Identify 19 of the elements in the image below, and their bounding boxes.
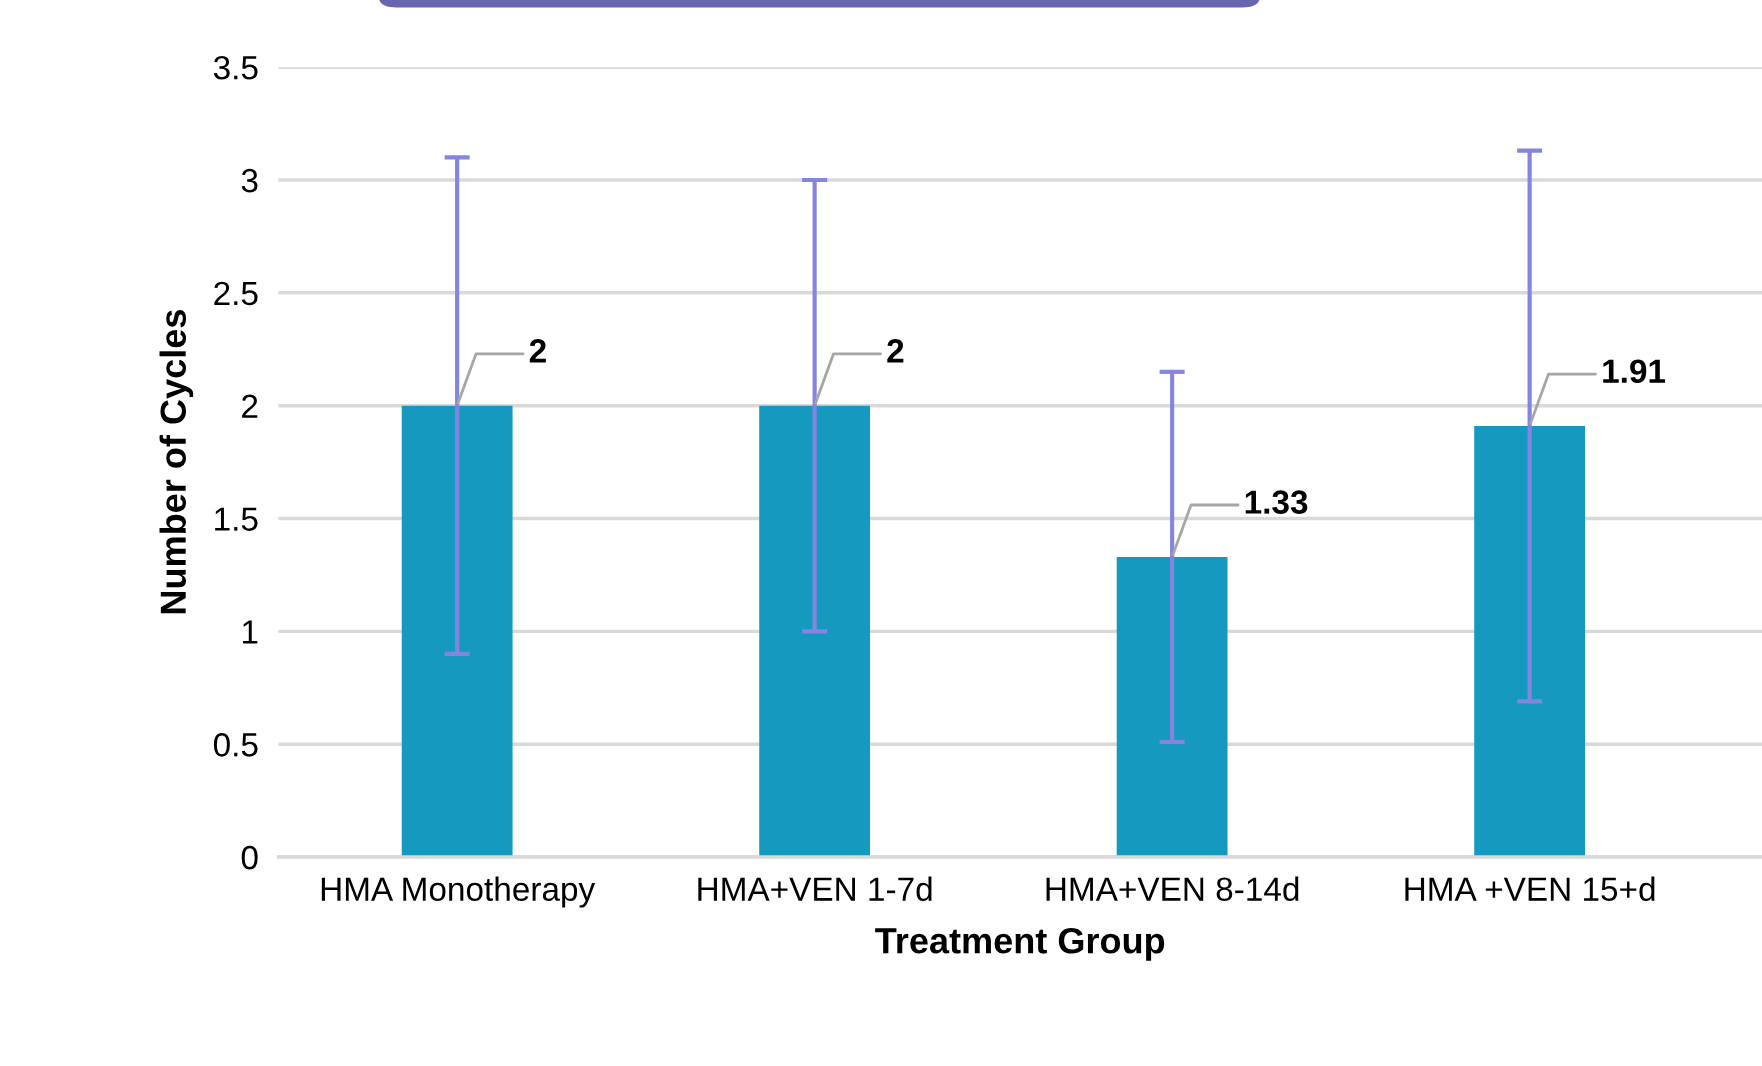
y-tick-label: 3.5 <box>213 55 258 80</box>
y-axis-title: Number of Cycles <box>159 310 194 614</box>
data-label: 2 <box>529 339 546 363</box>
x-tick-label: HMA Monotherapy <box>321 876 596 908</box>
y-tick-label: 0.5 <box>213 733 258 757</box>
y-tick-label: 2.5 <box>214 281 258 306</box>
bar <box>759 405 871 858</box>
y-tick-label: 3 <box>241 168 258 193</box>
x-tick-label: HMA+VEN 1-7d <box>698 876 932 901</box>
y-tick-label: 1 <box>242 620 258 644</box>
x-axis-title: Treatment Group <box>875 927 1165 961</box>
y-tick-label: 0 <box>241 845 258 870</box>
y-tick-label: 2 <box>242 394 258 418</box>
data-label: 2 <box>887 339 904 363</box>
y-tick-label: 1.5 <box>215 507 258 531</box>
data-label: 1.91 <box>1603 359 1666 384</box>
x-tick-label: HMA +VEN 15+d <box>1405 876 1655 901</box>
data-label: 1.33 <box>1245 490 1308 514</box>
x-tick-label: HMA+VEN 8-14d <box>1046 876 1299 901</box>
